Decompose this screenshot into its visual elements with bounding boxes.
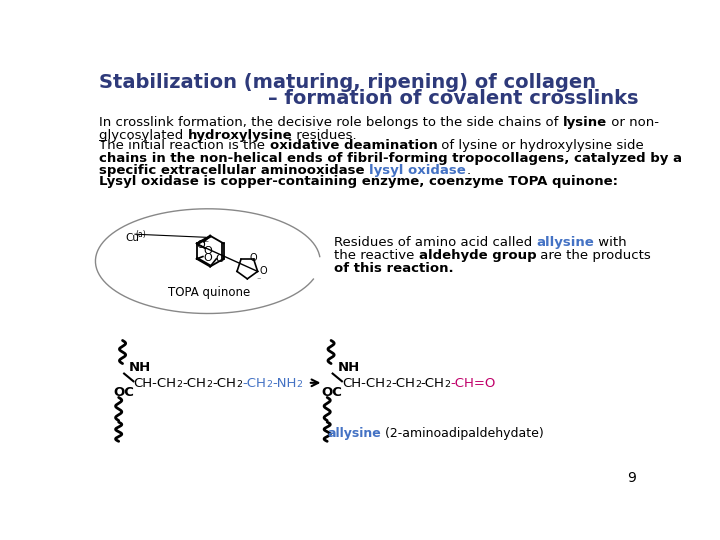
Text: with: with <box>595 236 627 249</box>
Text: O: O <box>204 253 212 262</box>
Text: CH-CH: CH-CH <box>342 377 385 390</box>
Text: lysyl oxidase: lysyl oxidase <box>369 164 466 177</box>
Text: of this reaction.: of this reaction. <box>334 262 454 275</box>
Text: O: O <box>204 246 212 256</box>
Text: are the products: are the products <box>536 249 651 262</box>
Text: of lysine or hydroxylysine side: of lysine or hydroxylysine side <box>437 139 644 152</box>
Text: (a): (a) <box>135 231 145 239</box>
Text: NH: NH <box>337 361 359 374</box>
Text: O: O <box>250 253 257 264</box>
Text: TOPA quinone: TOPA quinone <box>168 286 250 299</box>
Text: Stabilization (maturing, ripening) of collagen: Stabilization (maturing, ripening) of co… <box>99 72 596 91</box>
Text: 9: 9 <box>628 470 636 484</box>
Text: OC: OC <box>113 386 134 399</box>
Text: .: . <box>466 164 470 177</box>
Text: allysine: allysine <box>327 427 381 440</box>
Text: 2: 2 <box>385 380 391 389</box>
Text: 2: 2 <box>266 380 272 389</box>
Text: hydroxylysine: hydroxylysine <box>188 129 292 141</box>
Text: -CH=O: -CH=O <box>451 377 496 390</box>
Text: O: O <box>196 240 205 251</box>
Text: The initial reaction is the: The initial reaction is the <box>99 139 269 152</box>
Text: lysine: lysine <box>563 117 607 130</box>
Text: OC: OC <box>322 386 343 399</box>
Text: -CH: -CH <box>420 377 445 390</box>
Text: O: O <box>215 254 225 264</box>
Text: 2: 2 <box>445 380 451 389</box>
Text: oxidative deamination: oxidative deamination <box>269 139 437 152</box>
Text: ⁻: ⁻ <box>203 239 208 249</box>
Text: Lysyl oxidase is copper-containing enzyme, coenzyme TOPA quinone:: Lysyl oxidase is copper-containing enzym… <box>99 175 618 188</box>
Text: Residues of amino acid called: Residues of amino acid called <box>334 236 536 249</box>
Text: Cu: Cu <box>126 233 140 242</box>
Text: CH-CH: CH-CH <box>133 377 176 390</box>
Text: 2: 2 <box>206 380 212 389</box>
Text: 2: 2 <box>236 380 242 389</box>
Text: -CH: -CH <box>391 377 415 390</box>
Text: -CH: -CH <box>212 377 236 390</box>
Text: O: O <box>260 266 267 276</box>
Text: 2: 2 <box>176 380 182 389</box>
Text: NH: NH <box>129 361 151 374</box>
Text: ⁻: ⁻ <box>256 276 261 285</box>
Text: the reactive: the reactive <box>334 249 419 262</box>
Text: In crosslink formation, the decisive role belongs to the side chains of: In crosslink formation, the decisive rol… <box>99 117 563 130</box>
Text: chains in the non-helical ends of fibril-forming tropocollagens, catalyzed by a: chains in the non-helical ends of fibril… <box>99 152 683 165</box>
Text: – formation of covalent crosslinks: – formation of covalent crosslinks <box>269 90 639 109</box>
Text: 2: 2 <box>415 380 420 389</box>
Text: glycosylated: glycosylated <box>99 129 188 141</box>
Text: -NH: -NH <box>272 377 297 390</box>
Text: 2: 2 <box>297 380 302 389</box>
Text: (2-aminoadipaldehydate): (2-aminoadipaldehydate) <box>381 427 544 440</box>
Text: allysine: allysine <box>536 236 595 249</box>
Text: aldehyde group: aldehyde group <box>419 249 536 262</box>
Text: -CH: -CH <box>182 377 206 390</box>
Text: -CH: -CH <box>242 377 266 390</box>
Text: or non-: or non- <box>607 117 659 130</box>
Text: specific extracellular aminooxidase: specific extracellular aminooxidase <box>99 164 369 177</box>
Text: residues.: residues. <box>292 129 357 141</box>
